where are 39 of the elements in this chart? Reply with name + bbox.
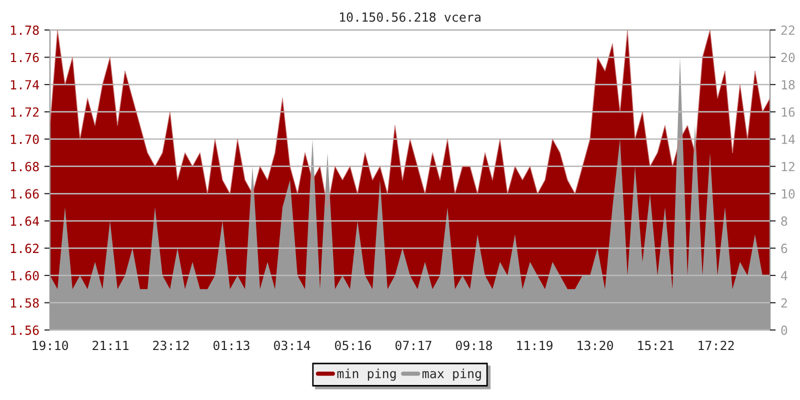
y-tick-label: 1.72	[10, 107, 39, 117]
y-tick-label: 1.68	[10, 162, 39, 172]
y2-tick-label: 14	[782, 134, 795, 144]
x-tick-label: 13:20	[578, 340, 614, 350]
chart-title: 10.150.56.218 vcera	[340, 12, 480, 22]
legend-label: min ping	[337, 368, 396, 381]
y2-tick-label: 6	[781, 244, 788, 254]
y-tick-label: 1.66	[10, 189, 39, 199]
x-tick-label: 23:12	[153, 340, 189, 350]
y-tick-label: 1.60	[10, 270, 39, 280]
y2-tick-label: 0	[781, 326, 788, 335]
y-tick-label: 1.62	[10, 244, 39, 254]
x-tick-label: 05:16	[335, 340, 372, 350]
x-tick-label: 15:21	[638, 340, 674, 350]
y2-tick-label: 12	[782, 162, 794, 172]
y2-tick-label: 10	[782, 189, 795, 199]
y2-tick-label: 18	[782, 80, 795, 90]
x-tick-label: 09:18	[456, 340, 492, 350]
x-tick-label: 01:13	[214, 340, 250, 350]
x-tick-label: 11:19	[517, 340, 552, 350]
y2-tick-label: 4	[781, 271, 788, 280]
x-tick-label: 19:10	[32, 340, 68, 350]
x-tick-label: 21:11	[92, 340, 128, 350]
y-tick-label: 1.56	[10, 326, 39, 335]
y-tick-label: 1.58	[10, 298, 39, 308]
y-tick-label: 1.74	[10, 80, 39, 90]
y2-tick-label: 22	[781, 26, 794, 35]
y2-tick-label: 8	[781, 216, 788, 226]
y-tick-label: 1.70	[10, 134, 39, 144]
y2-tick-label: 20	[781, 52, 795, 62]
x-tick-label: 07:17	[396, 340, 432, 350]
y2-tick-label: 2	[781, 298, 787, 308]
y-tick-label: 1.76	[10, 52, 39, 62]
y-tick-label: 1.64	[10, 216, 39, 226]
legend-label: max ping	[422, 368, 481, 381]
y2-tick-label: 16	[782, 107, 795, 117]
x-tick-label: 03:14	[274, 340, 310, 350]
x-tick-label: 17:22	[698, 340, 734, 350]
y-tick-label: 1.78	[10, 26, 39, 35]
